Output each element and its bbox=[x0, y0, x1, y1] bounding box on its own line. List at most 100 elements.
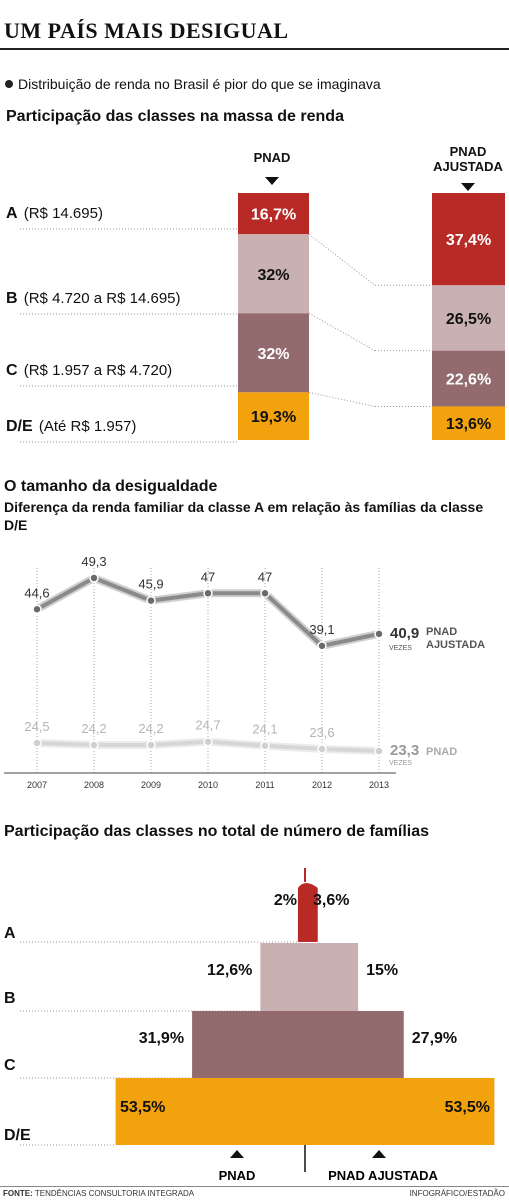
class-letter: A bbox=[4, 925, 16, 942]
data-label: 44,6 bbox=[24, 585, 49, 600]
section1-heading: Participação das classes na massa de ren… bbox=[6, 108, 344, 125]
data-label: 47 bbox=[258, 569, 272, 584]
credit-note: INFOGRÁFICO/ESTADÃO bbox=[409, 1189, 505, 1198]
x-tick-label: 2010 bbox=[198, 780, 218, 790]
data-label: 24,2 bbox=[81, 721, 106, 736]
bar-segment-a bbox=[238, 193, 309, 235]
data-point bbox=[317, 744, 327, 754]
class-letter: B bbox=[6, 290, 18, 307]
ajustada-value-label: 3,6% bbox=[313, 892, 349, 909]
bullet-icon bbox=[5, 80, 13, 88]
pnad-value-label: 31,9% bbox=[139, 1030, 184, 1047]
x-tick-label: 2012 bbox=[312, 780, 332, 790]
subtitle: Distribuição de renda no Brasil é pior d… bbox=[18, 76, 381, 92]
data-label-final: 23,3 bbox=[390, 742, 419, 759]
data-point bbox=[203, 736, 213, 747]
source-text: TENDÊNCIAS CONSULTORIA INTEGRADA bbox=[34, 1189, 195, 1198]
data-label: 45,9 bbox=[138, 577, 163, 592]
class-letter: A bbox=[6, 205, 18, 222]
page-title: UM PAÍS MAIS DESIGUAL bbox=[4, 18, 289, 43]
bar-segment-b bbox=[238, 234, 309, 314]
data-point bbox=[146, 740, 156, 750]
pyramid-bar-de bbox=[115, 1078, 495, 1145]
data-point bbox=[374, 746, 384, 756]
pnad-value-label: 53,5% bbox=[120, 1099, 165, 1116]
bar-value-label: 37,4% bbox=[446, 232, 491, 249]
pnad-axis-label: PNAD bbox=[219, 1168, 256, 1183]
col-label-ajustada-line2: AJUSTADA bbox=[433, 159, 503, 174]
bar-value-label: 32% bbox=[257, 346, 289, 363]
class-letter: D/E bbox=[4, 1127, 31, 1144]
data-label: 24,2 bbox=[138, 721, 163, 736]
pnad-value-label: 12,6% bbox=[207, 962, 252, 979]
class-range: (R$ 14.695) bbox=[19, 205, 103, 222]
data-label: 49,3 bbox=[81, 554, 106, 569]
data-label: 24,5 bbox=[24, 719, 49, 734]
data-point bbox=[146, 595, 156, 606]
data-point bbox=[203, 588, 213, 599]
class-label-a: A (R$ 14.695) bbox=[6, 205, 103, 223]
data-point bbox=[260, 588, 270, 599]
inequality-line-chart: 2007 2008 2009 2010 2011 2012 2013 44,6 49,3 45,… bbox=[4, 554, 485, 790]
x-tick-label: 2009 bbox=[141, 780, 161, 790]
bar-value-label: 19,3% bbox=[251, 409, 296, 426]
ajustada-axis-label: PNAD AJUSTADA bbox=[328, 1168, 438, 1183]
footer-rule bbox=[0, 1186, 509, 1187]
data-point bbox=[32, 738, 42, 748]
series-name-ajustada: PNAD bbox=[426, 626, 457, 638]
stacked-bars: 16,7% 32% 32% 19,3% 37,4% 26,5% 22,6% 13,6% bbox=[238, 193, 505, 440]
class-letter: C bbox=[4, 1057, 16, 1074]
arrow-down-icon bbox=[265, 177, 279, 185]
ajustada-value-label: 27,9% bbox=[412, 1030, 457, 1047]
section2-subheading: Diferença da renda familiar da classe A … bbox=[4, 499, 484, 533]
data-point bbox=[374, 629, 384, 639]
source-label: FONTE: bbox=[3, 1189, 33, 1198]
unit-label: VEZES bbox=[389, 645, 412, 652]
series-name-pnad: PNAD bbox=[426, 746, 457, 758]
vertical-gridlines: 2007 2008 2009 2010 2011 2012 2013 bbox=[27, 568, 389, 790]
bar-segment-c bbox=[238, 313, 309, 393]
pyramid-bar-c bbox=[192, 1011, 404, 1078]
section2-heading: O tamanho da desigualdade bbox=[4, 478, 218, 495]
data-label: 24,1 bbox=[252, 722, 277, 737]
bar-value-label: 32% bbox=[257, 267, 289, 284]
section3-heading: Participação das classes no total de núm… bbox=[4, 823, 430, 840]
class-range: (R$ 4.720 a R$ 14.695) bbox=[19, 290, 181, 307]
bar-segment-de bbox=[432, 406, 505, 440]
class-label-c: C (R$ 1.957 a R$ 4.720) bbox=[6, 362, 172, 380]
pnad-value-label: 2% bbox=[274, 892, 297, 909]
x-tick-label: 2013 bbox=[369, 780, 389, 790]
data-label: 47 bbox=[201, 569, 215, 584]
col-label-pnad: PNAD bbox=[253, 150, 291, 165]
arrow-down-icon bbox=[461, 183, 475, 191]
col-label-ajustada: PNAD AJUSTADA bbox=[428, 144, 508, 174]
connector-line bbox=[308, 233, 376, 286]
data-label: 39,1 bbox=[309, 622, 334, 637]
class-letter: B bbox=[4, 990, 16, 1007]
ajustada-value-label: 15% bbox=[366, 962, 398, 979]
x-tick-label: 2008 bbox=[84, 780, 104, 790]
connector-line bbox=[308, 391, 376, 407]
data-point bbox=[89, 740, 99, 750]
bar-value-label: 16,7% bbox=[251, 207, 296, 224]
data-point bbox=[317, 641, 327, 651]
class-label-de: D/E (Até R$ 1.957) bbox=[6, 418, 136, 436]
data-point bbox=[89, 573, 99, 583]
income-share-chart: 16,7% 32% 32% 19,3% 37,4% 26,5% 22,6% 13,6% bbox=[20, 177, 505, 443]
class-letter: C bbox=[6, 362, 18, 379]
bar-segment-de bbox=[238, 392, 309, 440]
data-label-final: 40,9 bbox=[390, 625, 419, 642]
class-label-b: B (R$ 4.720 a R$ 14.695) bbox=[6, 290, 181, 308]
unit-label: VEZES bbox=[389, 760, 412, 767]
bar-value-label: 22,6% bbox=[446, 372, 491, 389]
bar-value-label: 13,6% bbox=[446, 416, 491, 433]
data-label: 24,7 bbox=[195, 718, 220, 733]
bar-value-label: 26,5% bbox=[446, 311, 491, 328]
ajustada-value-label: 53,5% bbox=[445, 1099, 490, 1116]
x-tick-label: 2011 bbox=[255, 780, 274, 790]
class-range: (R$ 1.957 a R$ 4.720) bbox=[19, 362, 173, 379]
pyramid-bar-b bbox=[260, 943, 359, 1011]
x-tick-label: 2007 bbox=[27, 780, 47, 790]
data-label: 23,6 bbox=[309, 725, 334, 740]
